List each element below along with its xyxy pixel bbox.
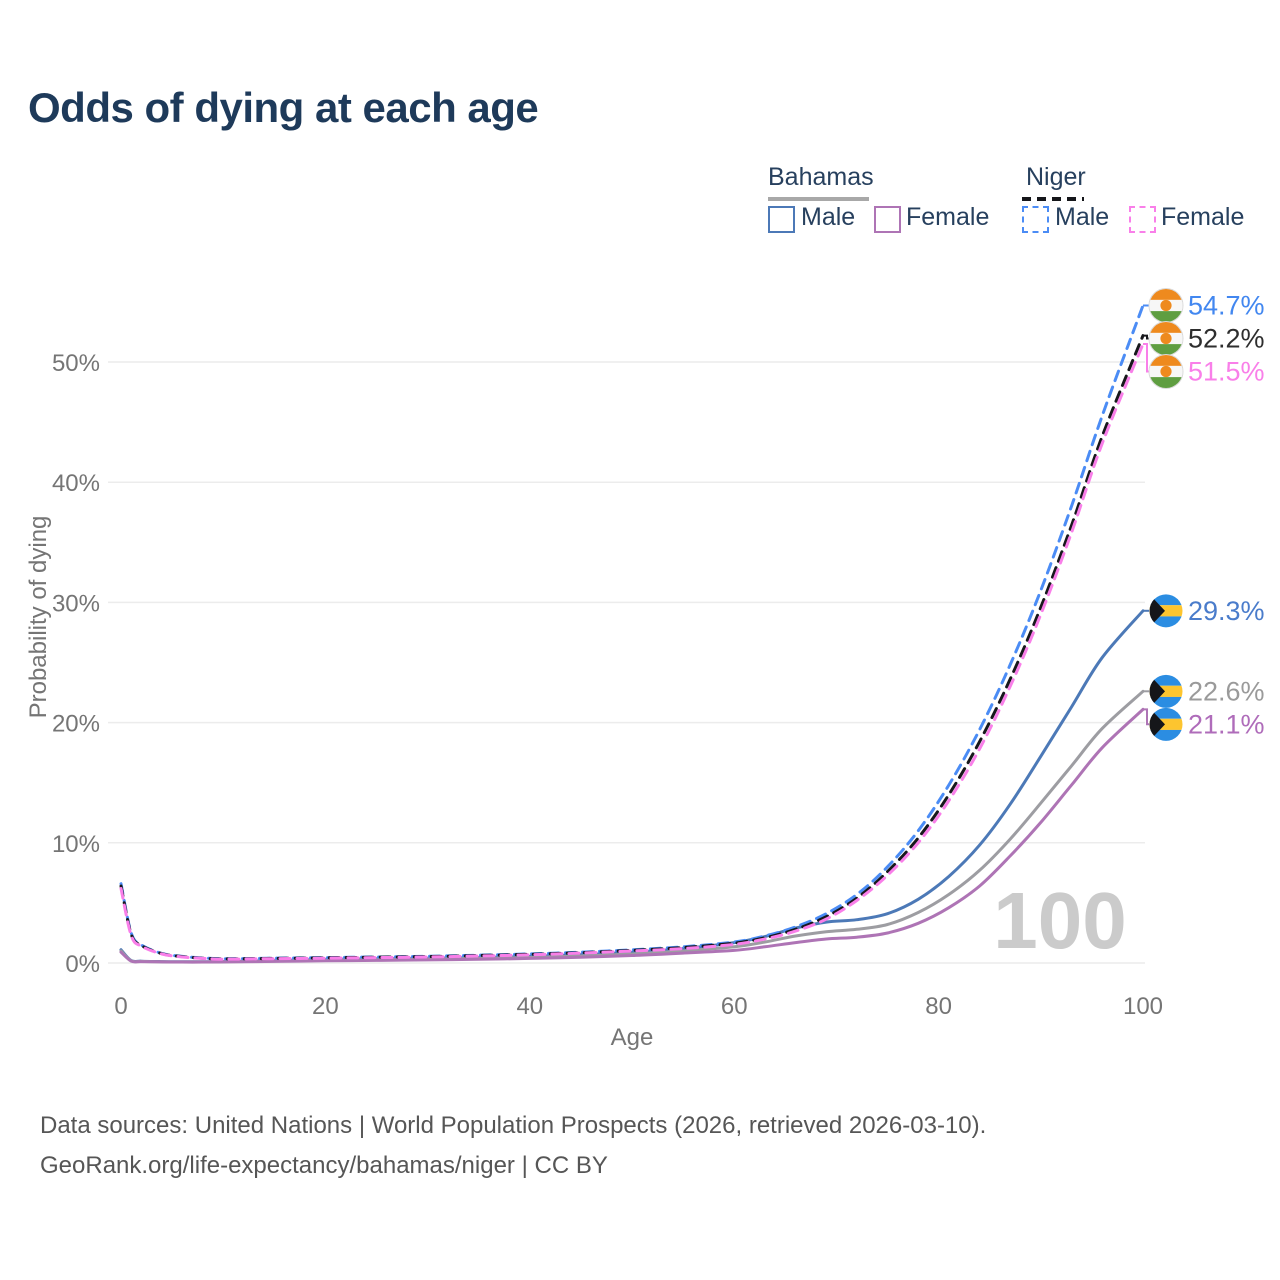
y-axis-title: Probability of dying: [25, 516, 52, 719]
end-value-label-bahamas-male: 29.3%: [1188, 596, 1265, 626]
legend-group-title-niger: Niger: [1026, 163, 1086, 191]
series-curves: [119, 304, 1145, 964]
curve-bahamas-male: [119, 609, 1145, 964]
y-tick-10%: 10%: [52, 831, 100, 858]
legend-swatch-niger-female[interactable]: [1129, 206, 1156, 233]
y-tick-0%: 0%: [65, 951, 100, 978]
legend-label-niger-female[interactable]: Female: [1161, 203, 1245, 231]
legend-swatch-bahamas-female[interactable]: [874, 206, 901, 233]
bahamas-flag-icon: [1149, 674, 1183, 708]
end-value-labels: 54.7%52.2%51.5% 29.3% 22.6%21.1%: [1143, 288, 1265, 741]
x-tick-80: 80: [925, 993, 952, 1020]
x-tick-60: 60: [721, 993, 748, 1020]
end-value-label-bahamas-female: 21.1%: [1188, 709, 1265, 739]
legend-underline-niger-dashed: [1022, 197, 1084, 201]
end-value-label-niger-both: 52.2%: [1188, 324, 1265, 354]
end-connector-bahamas-female: [1143, 708, 1149, 726]
footer-url-license: GeoRank.org/life-expectancy/bahamas/nige…: [40, 1152, 608, 1179]
end-connector-niger-female: [1143, 343, 1149, 373]
x-tick-20: 20: [312, 993, 339, 1020]
legend-swatch-niger-male[interactable]: [1022, 206, 1049, 233]
bahamas-flag-icon: [1149, 594, 1183, 628]
page-title: Odds of dying at each age: [28, 84, 539, 131]
x-axis-title: Age: [611, 1024, 654, 1051]
end-value-label-niger-male: 54.7%: [1188, 291, 1265, 321]
legend-label-niger-male[interactable]: Male: [1055, 203, 1110, 231]
end-connector-niger-both: [1143, 334, 1149, 340]
niger-flag-icon: [1148, 288, 1184, 324]
y-tick-30%: 30%: [52, 590, 100, 617]
legend-label-bahamas-male[interactable]: Male: [801, 203, 856, 231]
curve-niger-both: [119, 334, 1145, 961]
legend-swatch-bahamas-male[interactable]: [768, 206, 795, 233]
legend-label-bahamas-female[interactable]: Female: [906, 203, 990, 231]
end-value-label-niger-female: 51.5%: [1188, 357, 1265, 387]
y-axis-ticks: 0% 10% 20% 30% 40% 50%: [52, 350, 100, 978]
footer: Data sources: United Nations | World Pop…: [40, 1106, 986, 1186]
y-tick-20%: 20%: [52, 711, 100, 738]
mortality-line-chart: 0% 10% 20% 30% 40% 50% 0 20 40 60 80 100 100 54.7%…: [25, 288, 1265, 1051]
bahamas-flag-icon: [1149, 707, 1183, 741]
footer-data-sources: Data sources: United Nations | World Pop…: [40, 1112, 987, 1139]
x-tick-0: 0: [114, 993, 127, 1020]
niger-flag-icon: [1148, 321, 1184, 357]
curve-niger-female: [119, 342, 1145, 961]
end-value-label-bahamas-both: 22.6%: [1188, 676, 1265, 706]
legend-underline-bahamas-solid: [768, 197, 869, 201]
y-tick-50%: 50%: [52, 350, 100, 377]
x-tick-100: 100: [1123, 993, 1163, 1020]
x-tick-40: 40: [516, 993, 543, 1020]
x-axis-ticks: 0 20 40 60 80 100: [114, 993, 1163, 1020]
niger-flag-icon: [1148, 354, 1184, 390]
gridlines: [108, 361, 1145, 964]
y-tick-40%: 40%: [52, 470, 100, 497]
age-100-watermark: 100: [993, 876, 1126, 965]
legend-group-title-bahamas: Bahamas: [768, 163, 874, 191]
curve-bahamas-female: [119, 707, 1145, 964]
